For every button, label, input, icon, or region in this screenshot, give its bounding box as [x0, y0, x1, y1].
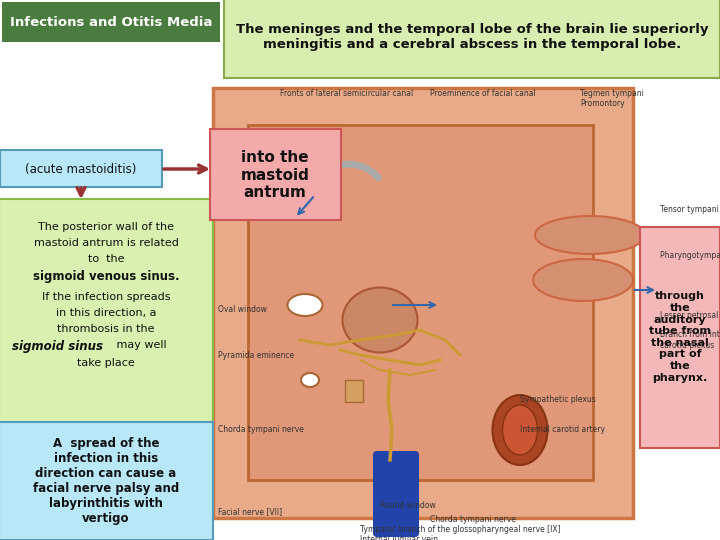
Text: sigmoid sinus: sigmoid sinus — [12, 340, 103, 353]
Text: to  the: to the — [88, 254, 125, 264]
Text: Aditus to
mastoid antrum: Aditus to mastoid antrum — [250, 170, 312, 190]
Text: Pyramida eminence: Pyramida eminence — [218, 350, 294, 360]
Text: through
the
auditory
tube from
the nasal
part of
the
pharynx.: through the auditory tube from the nasal… — [649, 292, 711, 383]
Text: thrombosis in the: thrombosis in the — [58, 324, 155, 334]
Ellipse shape — [492, 395, 547, 465]
Text: Internal jugular vein: Internal jugular vein — [360, 536, 438, 540]
FancyBboxPatch shape — [210, 129, 341, 220]
Ellipse shape — [535, 216, 645, 254]
Text: Proeminence of facial canal: Proeminence of facial canal — [430, 89, 536, 98]
FancyArrowPatch shape — [343, 164, 378, 178]
Text: Infections and Otitis Media: Infections and Otitis Media — [10, 16, 212, 29]
Text: Branch from internal
carotid plexus: Branch from internal carotid plexus — [660, 330, 720, 350]
Ellipse shape — [263, 181, 293, 209]
Text: Lesser petrosal nerve: Lesser petrosal nerve — [660, 310, 720, 320]
Text: Oval window: Oval window — [218, 306, 267, 314]
Text: mastoid antrum is related: mastoid antrum is related — [34, 238, 179, 248]
FancyBboxPatch shape — [2, 2, 220, 42]
Text: Fronts of lateral semicircular canal: Fronts of lateral semicircular canal — [280, 89, 413, 98]
Text: Pharyngotympanic tube: Pharyngotympanic tube — [660, 251, 720, 260]
Text: Tegmen tympani: Tegmen tympani — [580, 89, 644, 98]
FancyBboxPatch shape — [640, 227, 720, 448]
FancyBboxPatch shape — [248, 125, 593, 480]
Text: Round window: Round window — [380, 501, 436, 510]
Text: The meninges and the temporal lobe of the brain lie superiorly
meningitis and a : The meninges and the temporal lobe of th… — [235, 23, 708, 51]
FancyBboxPatch shape — [345, 380, 363, 402]
FancyBboxPatch shape — [0, 422, 213, 540]
FancyBboxPatch shape — [0, 150, 162, 187]
Text: (acute mastoiditis): (acute mastoiditis) — [25, 163, 137, 176]
Text: into the
mastoid
antrum: into the mastoid antrum — [240, 150, 310, 200]
Ellipse shape — [301, 373, 319, 387]
Text: may well: may well — [113, 340, 166, 350]
Text: Promontory: Promontory — [580, 98, 625, 107]
Text: Chorda tympani nerve: Chorda tympani nerve — [218, 426, 304, 435]
Text: Chorda tympani nerve: Chorda tympani nerve — [430, 516, 516, 524]
Text: Facial nerve [VII]: Facial nerve [VII] — [218, 508, 282, 516]
FancyBboxPatch shape — [213, 88, 633, 518]
Ellipse shape — [503, 405, 538, 455]
FancyBboxPatch shape — [373, 451, 419, 537]
Text: take place: take place — [77, 358, 135, 368]
FancyBboxPatch shape — [0, 199, 213, 425]
Text: If the infection spreads: If the infection spreads — [42, 292, 170, 302]
Text: Internal carotid artery: Internal carotid artery — [520, 426, 605, 435]
Ellipse shape — [343, 287, 418, 353]
Text: A  spread of the
infection in this
direction can cause a
facial nerve palsy and
: A spread of the infection in this direct… — [33, 437, 179, 525]
Text: in this direction, a: in this direction, a — [55, 308, 156, 318]
Text: Tympanic branch of the glossopharyngeal nerve [IX]: Tympanic branch of the glossopharyngeal … — [360, 525, 561, 535]
Ellipse shape — [533, 259, 633, 301]
FancyArrowPatch shape — [282, 180, 290, 186]
Text: sigmoid venous sinus.: sigmoid venous sinus. — [32, 270, 179, 283]
Ellipse shape — [287, 294, 323, 316]
Text: Tensor tympani muscle: Tensor tympani muscle — [660, 206, 720, 214]
FancyBboxPatch shape — [224, 0, 720, 78]
Text: The posterior wall of the: The posterior wall of the — [38, 222, 174, 232]
Text: Sympathetic plexus: Sympathetic plexus — [520, 395, 595, 404]
